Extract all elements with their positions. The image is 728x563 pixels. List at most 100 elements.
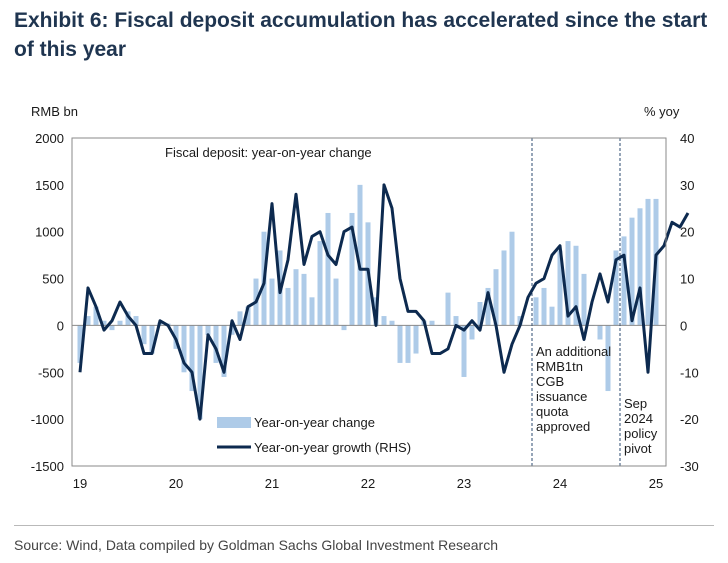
bar-20 [237, 311, 243, 326]
y-right-tick-1: 30 [680, 178, 694, 193]
bar-30 [317, 241, 323, 326]
annotation-0-line-0: An additional [536, 344, 611, 359]
x-tick-5: 24 [553, 476, 567, 491]
legend-swatch-bar [217, 417, 251, 428]
bar-2 [93, 306, 99, 326]
exhibit-title: Exhibit 6: Fiscal deposit accumulation h… [14, 9, 708, 61]
bar-59 [549, 306, 555, 326]
y-right-tick-7: -30 [680, 459, 699, 474]
bar-39 [389, 320, 395, 326]
bar-3 [101, 320, 107, 326]
annotation-1-line-2: policy [624, 426, 658, 441]
y-left-tick-6: -1000 [31, 412, 64, 427]
x-tick-0: 19 [73, 476, 87, 491]
bar-48 [461, 325, 467, 377]
bar-58 [541, 287, 547, 326]
bar-41 [405, 325, 411, 363]
x-tick-2: 21 [265, 476, 279, 491]
y-right-tick-0: 40 [680, 131, 694, 146]
plot-border [71, 137, 667, 467]
bar-15 [197, 325, 203, 420]
x-tick-6: 25 [649, 476, 663, 491]
legend: Year-on-year change Year-on-year growth … [217, 415, 411, 455]
bar-67 [613, 250, 619, 326]
bar-40 [397, 325, 403, 363]
footer-divider [14, 525, 714, 526]
annotation-0-line-4: quota [536, 404, 569, 419]
bar-71 [645, 198, 651, 326]
bar-24 [269, 278, 275, 326]
bar-63 [581, 273, 587, 326]
line-series-yoy-growth [78, 183, 690, 421]
bar-44 [429, 320, 435, 326]
bar-69 [629, 217, 635, 326]
bar-54 [509, 231, 515, 326]
bar-28 [301, 273, 307, 326]
annotation-0-line-5: approved [536, 419, 590, 434]
bar-60 [557, 250, 563, 326]
bar-series-yoy-change [77, 184, 659, 420]
bar-7 [133, 316, 139, 326]
y-left-tick-3: 500 [42, 272, 64, 287]
legend-label-line: Year-on-year growth (RHS) [254, 440, 411, 455]
bar-66 [605, 325, 611, 392]
bar-8 [141, 325, 147, 345]
left-axis-unit: RMB bn [31, 104, 78, 119]
bar-65 [597, 325, 603, 340]
y-right-tick-6: -20 [680, 412, 699, 427]
bar-29 [309, 297, 315, 326]
bar-46 [445, 292, 451, 326]
bar-26 [285, 287, 291, 326]
bar-32 [333, 278, 339, 326]
bar-49 [469, 325, 475, 340]
growth-line [78, 183, 690, 421]
y-left-tick-1: 1500 [35, 178, 64, 193]
y-left-tick-2: 1000 [35, 225, 64, 240]
annotation-1-line-3: pivot [624, 441, 652, 456]
x-tick-3: 22 [361, 476, 375, 491]
bar-34 [349, 212, 355, 326]
bar-27 [293, 269, 299, 326]
bar-14 [189, 325, 195, 392]
right-axis-unit: % yoy [644, 104, 680, 119]
bar-53 [501, 250, 507, 326]
bar-6 [125, 311, 131, 326]
y-right-tick-2: 20 [680, 225, 694, 240]
bar-47 [453, 316, 459, 326]
bar-0 [77, 325, 83, 363]
bar-4 [109, 325, 115, 331]
y-right-tick-4: 0 [680, 318, 687, 333]
annotation-1-line-0: Sep [624, 396, 647, 411]
bar-33 [341, 325, 347, 331]
axis-tick-labels: 2000 1500 1000 500 0 -500 -1000 -1500 40 30 20 10 0 -… [31, 131, 699, 491]
bar-13 [181, 325, 187, 373]
bar-42 [413, 325, 419, 354]
bar-31 [325, 212, 331, 326]
y-left-tick-0: 2000 [35, 131, 64, 146]
bar-50 [477, 302, 483, 326]
bar-5 [117, 320, 123, 326]
legend-label-bar: Year-on-year change [254, 415, 375, 430]
bar-21 [245, 306, 251, 326]
bar-51 [485, 287, 491, 326]
source-note: Source: Wind, Data compiled by Goldman S… [14, 537, 499, 553]
plot-frame [71, 137, 667, 467]
bar-38 [381, 316, 387, 326]
y-left-tick-4: 0 [57, 318, 64, 333]
bar-61 [565, 241, 571, 326]
y-right-tick-5: -10 [680, 365, 699, 380]
annotation-1-line-1: 2024 [624, 411, 653, 426]
bar-62 [573, 245, 579, 326]
annotation-0-line-2: CGB [536, 374, 564, 389]
bar-70 [637, 208, 643, 326]
annotation-0-line-3: issuance [536, 389, 587, 404]
bar-52 [493, 269, 499, 326]
x-tick-1: 20 [169, 476, 183, 491]
bar-18 [221, 325, 227, 377]
x-tick-4: 23 [457, 476, 471, 491]
y-right-tick-3: 10 [680, 272, 694, 287]
bar-57 [533, 297, 539, 326]
bar-1 [85, 316, 91, 326]
chart-inner-title: Fiscal deposit: year-on-year change [165, 145, 372, 160]
bar-16 [205, 325, 211, 335]
